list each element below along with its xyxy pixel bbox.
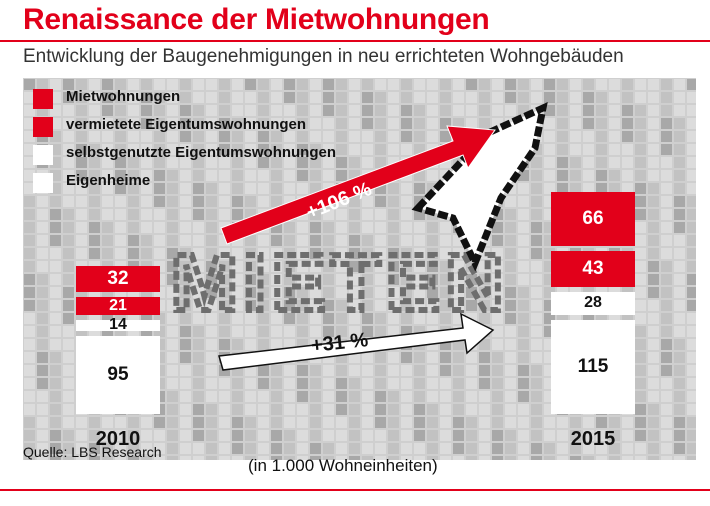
- x-tick-label: 2010: [95, 428, 141, 450]
- chart-area: MIETEN Mietwohnungen vermietete Eigentum…: [23, 78, 696, 460]
- page-subtitle: Entwicklung der Baugenehmigungen in neu …: [23, 46, 624, 67]
- cursor-icon: [411, 101, 548, 272]
- legend-swatch: [33, 89, 53, 109]
- growth-arrows: [218, 125, 496, 371]
- bar-segment: 32: [76, 266, 160, 293]
- x-tick-label: 2015: [570, 428, 616, 450]
- title-divider: [0, 40, 710, 42]
- legend-swatch: [33, 117, 53, 137]
- legend-label: selbstgenutzte Eigentumswohnungen: [66, 144, 337, 161]
- unit-note: (in 1.000 Wohneinheiten): [248, 456, 438, 475]
- bar-segment: 115: [551, 319, 635, 414]
- legend-label: vermietete Eigentumswohnungen: [66, 116, 307, 133]
- bar-value-label: 28: [584, 294, 602, 312]
- source-note: Quelle: LBS Research: [23, 444, 162, 460]
- bar-segment: 14: [76, 316, 160, 333]
- bar-segment: 66: [551, 192, 635, 247]
- bar-segment: 95: [76, 336, 160, 414]
- bar-value-label: 32: [107, 268, 129, 290]
- bar-segment: 28: [551, 291, 635, 315]
- legend-label: Mietwohnungen: [66, 88, 181, 105]
- legend-swatch: [33, 173, 53, 193]
- bottom-divider: [0, 489, 710, 491]
- page-title: Renaissance der Mietwohnungen: [23, 3, 490, 36]
- bar-value-label: 115: [577, 355, 609, 377]
- bar-value-label: 66: [582, 208, 604, 230]
- bar-segment: 43: [551, 251, 635, 287]
- svg-text:MIETEN: MIETEN: [171, 238, 509, 327]
- legend-label: Eigenheime: [66, 172, 151, 189]
- bar-segment: 21: [76, 297, 160, 315]
- bar-value-label: 95: [107, 364, 129, 386]
- bar-value-label: 21: [109, 297, 127, 314]
- legend-swatch: [33, 145, 53, 165]
- background-word-mieten: MIETEN: [168, 235, 509, 330]
- bar-value-label: 43: [582, 258, 604, 280]
